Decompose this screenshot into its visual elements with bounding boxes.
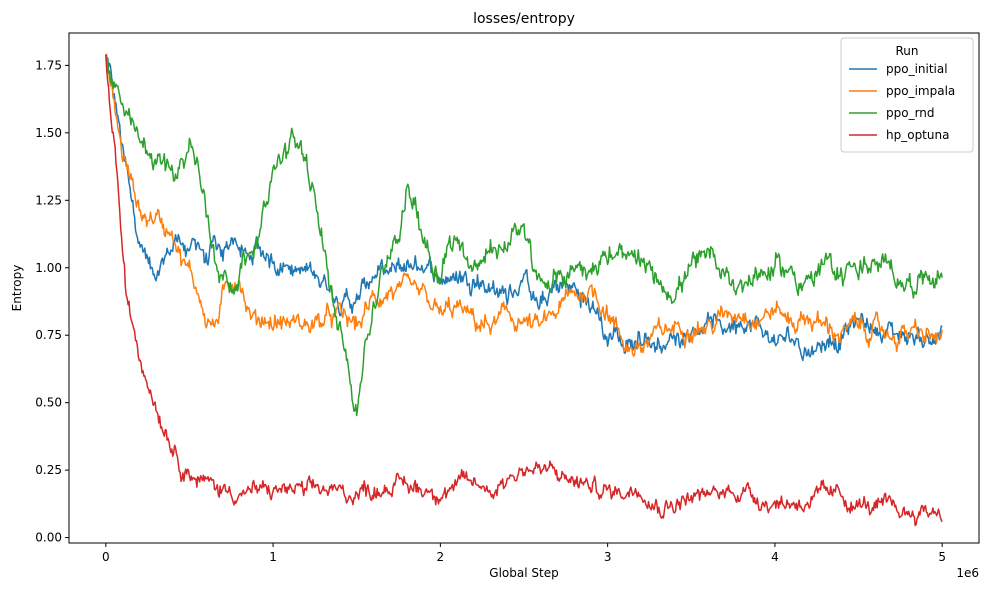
x-axis-label: Global Step <box>489 566 558 580</box>
series-line-ppo-rnd <box>105 54 943 417</box>
x-axis: 0 1 2 3 4 5 <box>102 543 946 564</box>
series-line-ppo-impala <box>105 53 943 357</box>
series-layer <box>105 53 943 527</box>
x-tick-label: 4 <box>771 550 779 564</box>
y-axis: 0.00 0.25 0.50 0.75 1.00 1.25 1.50 1.75 <box>35 58 69 545</box>
legend-label-ppo-impala: ppo_impala <box>886 84 955 98</box>
y-tick-label: 1.50 <box>35 126 62 140</box>
legend: Run ppo_initial ppo_impala ppo_rnd hp_optuna <box>840 37 974 153</box>
y-tick-label: 0.75 <box>35 328 62 342</box>
plot-frame <box>68 32 980 544</box>
x-tick-label: 0 <box>102 550 110 564</box>
x-tick-label: 1 <box>269 550 277 564</box>
chart-title: losses/entropy <box>473 11 575 27</box>
y-tick-label: 0.00 <box>35 531 62 545</box>
x-tick-label: 2 <box>437 550 445 564</box>
legend-label-hp-optuna: hp_optuna <box>886 128 949 142</box>
series-line-hp-optuna <box>105 54 943 527</box>
x-tick-label: 5 <box>938 550 946 564</box>
legend-label-ppo-rnd: ppo_rnd <box>886 106 935 120</box>
y-tick-label: 1.75 <box>35 58 62 72</box>
series-line-ppo-initial <box>105 54 943 362</box>
legend-label-ppo-initial: ppo_initial <box>886 62 948 76</box>
y-tick-label: 0.25 <box>35 463 62 477</box>
x-axis-scale-label: 1e6 <box>956 566 979 580</box>
legend-box <box>840 37 974 153</box>
x-tick-label: 3 <box>604 550 612 564</box>
y-tick-label: 1.25 <box>35 193 62 207</box>
y-tick-label: 0.50 <box>35 396 62 410</box>
y-axis-label: Entropy <box>10 265 24 312</box>
legend-title: Run <box>895 44 918 58</box>
y-tick-label: 1.00 <box>35 261 62 275</box>
